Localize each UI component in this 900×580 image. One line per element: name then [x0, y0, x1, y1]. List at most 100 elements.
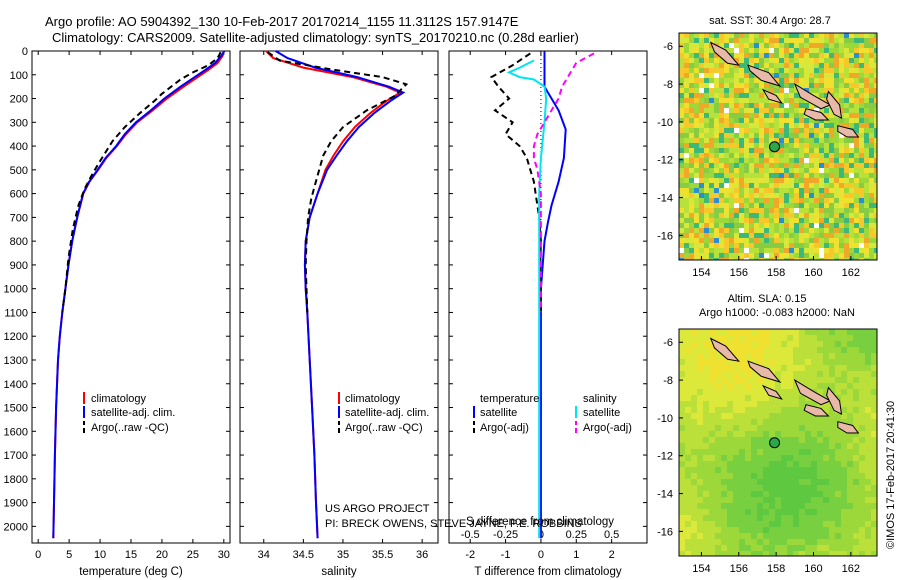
- map-cell: [835, 443, 841, 449]
- map-cell: [834, 133, 839, 138]
- map-cell: [685, 497, 691, 503]
- map-cell: [793, 401, 799, 407]
- map-cell: [694, 78, 699, 83]
- map-cell: [699, 103, 704, 108]
- salinity-legend: climatology satellite-adj. clim. Argo(..…: [338, 392, 429, 434]
- map-cell: [709, 133, 714, 138]
- map-cell: [745, 467, 751, 473]
- map-cell: [871, 353, 877, 359]
- map-cell: [744, 43, 749, 48]
- map-cell: [781, 527, 787, 533]
- map-cell: [764, 83, 769, 88]
- map-cell: [684, 58, 689, 63]
- map-cell: [847, 491, 853, 497]
- map-cell: [859, 479, 865, 485]
- map-cell: [793, 461, 799, 467]
- map-cell: [784, 33, 789, 38]
- map-cell: [865, 425, 871, 431]
- map-cell: [784, 113, 789, 118]
- map-cell: [834, 123, 839, 128]
- map-cell: [763, 437, 769, 443]
- map-cell: [769, 118, 774, 123]
- map-cell: [814, 63, 819, 68]
- map-cell: [874, 48, 877, 53]
- map-cell: [789, 218, 794, 223]
- map-cell: [724, 168, 729, 173]
- map-cell: [757, 329, 763, 335]
- map-cell: [709, 509, 715, 515]
- map-cell: [859, 183, 864, 188]
- map-cell: [779, 143, 784, 148]
- map-cell: [854, 93, 859, 98]
- map-cell: [865, 443, 871, 449]
- map-cell: [749, 88, 754, 93]
- map-cell: [859, 178, 864, 183]
- map-cell: [727, 389, 733, 395]
- map-cell: [721, 395, 727, 401]
- map-cell: [724, 103, 729, 108]
- series-salinity-satellite: [506, 59, 548, 539]
- map-cell: [749, 148, 754, 153]
- map-cell: [733, 449, 739, 455]
- map-cell: [847, 401, 853, 407]
- map-cell: [719, 158, 724, 163]
- map-cell: [819, 123, 824, 128]
- map-cell: [699, 128, 704, 133]
- map-cell: [839, 73, 844, 78]
- map-cell: [839, 63, 844, 68]
- island-shape: [837, 125, 860, 138]
- map-cell: [715, 491, 721, 497]
- map-cell: [679, 58, 684, 63]
- map-cell: [817, 467, 823, 473]
- map-cell: [853, 395, 859, 401]
- map-cell: [751, 395, 757, 401]
- map-cell: [829, 238, 834, 243]
- map-cell: [824, 73, 829, 78]
- map-cell: [724, 253, 729, 258]
- map-cell: [874, 58, 877, 63]
- map-cell: [864, 58, 869, 63]
- map-cell: [709, 253, 714, 258]
- map-cell: [839, 93, 844, 98]
- map-cell: [714, 88, 719, 93]
- map-cell: [799, 108, 804, 113]
- sla-map: 154 156 158 160 162-6-8-10-12-14-16: [657, 328, 878, 575]
- map-cell: [757, 485, 763, 491]
- map-cell: [794, 203, 799, 208]
- map-cell: [865, 473, 871, 479]
- map-cell: [847, 473, 853, 479]
- map-cell: [804, 223, 809, 228]
- map-cell: [809, 148, 814, 153]
- island-shape: [826, 386, 843, 415]
- map-cell: [871, 347, 877, 353]
- map-cell: [823, 515, 829, 521]
- map-cell: [704, 238, 709, 243]
- map-cell: [853, 347, 859, 353]
- map-cell: [835, 521, 841, 527]
- map-cell: [759, 258, 764, 260]
- map-cell: [844, 198, 849, 203]
- map-cell: [871, 407, 877, 413]
- map-cell: [739, 53, 744, 58]
- map-cell: [721, 365, 727, 371]
- map-cell: [769, 188, 774, 193]
- map-cell: [733, 425, 739, 431]
- map-cell: [714, 123, 719, 128]
- map-cell: [763, 539, 769, 545]
- map-cell: [697, 521, 703, 527]
- map-cell: [835, 449, 841, 455]
- map-cell: [799, 213, 804, 218]
- map-cell: [774, 43, 779, 48]
- map-cell: [757, 539, 763, 545]
- map-cell: [729, 33, 734, 38]
- map-cell: [864, 143, 869, 148]
- map-cell: [849, 68, 854, 73]
- map-cell: [724, 38, 729, 43]
- map-cell: [874, 83, 877, 88]
- map-cell: [874, 173, 877, 178]
- map-cell: [729, 228, 734, 233]
- map-cell: [781, 449, 787, 455]
- map-cell: [739, 113, 744, 118]
- map-cell: [859, 383, 865, 389]
